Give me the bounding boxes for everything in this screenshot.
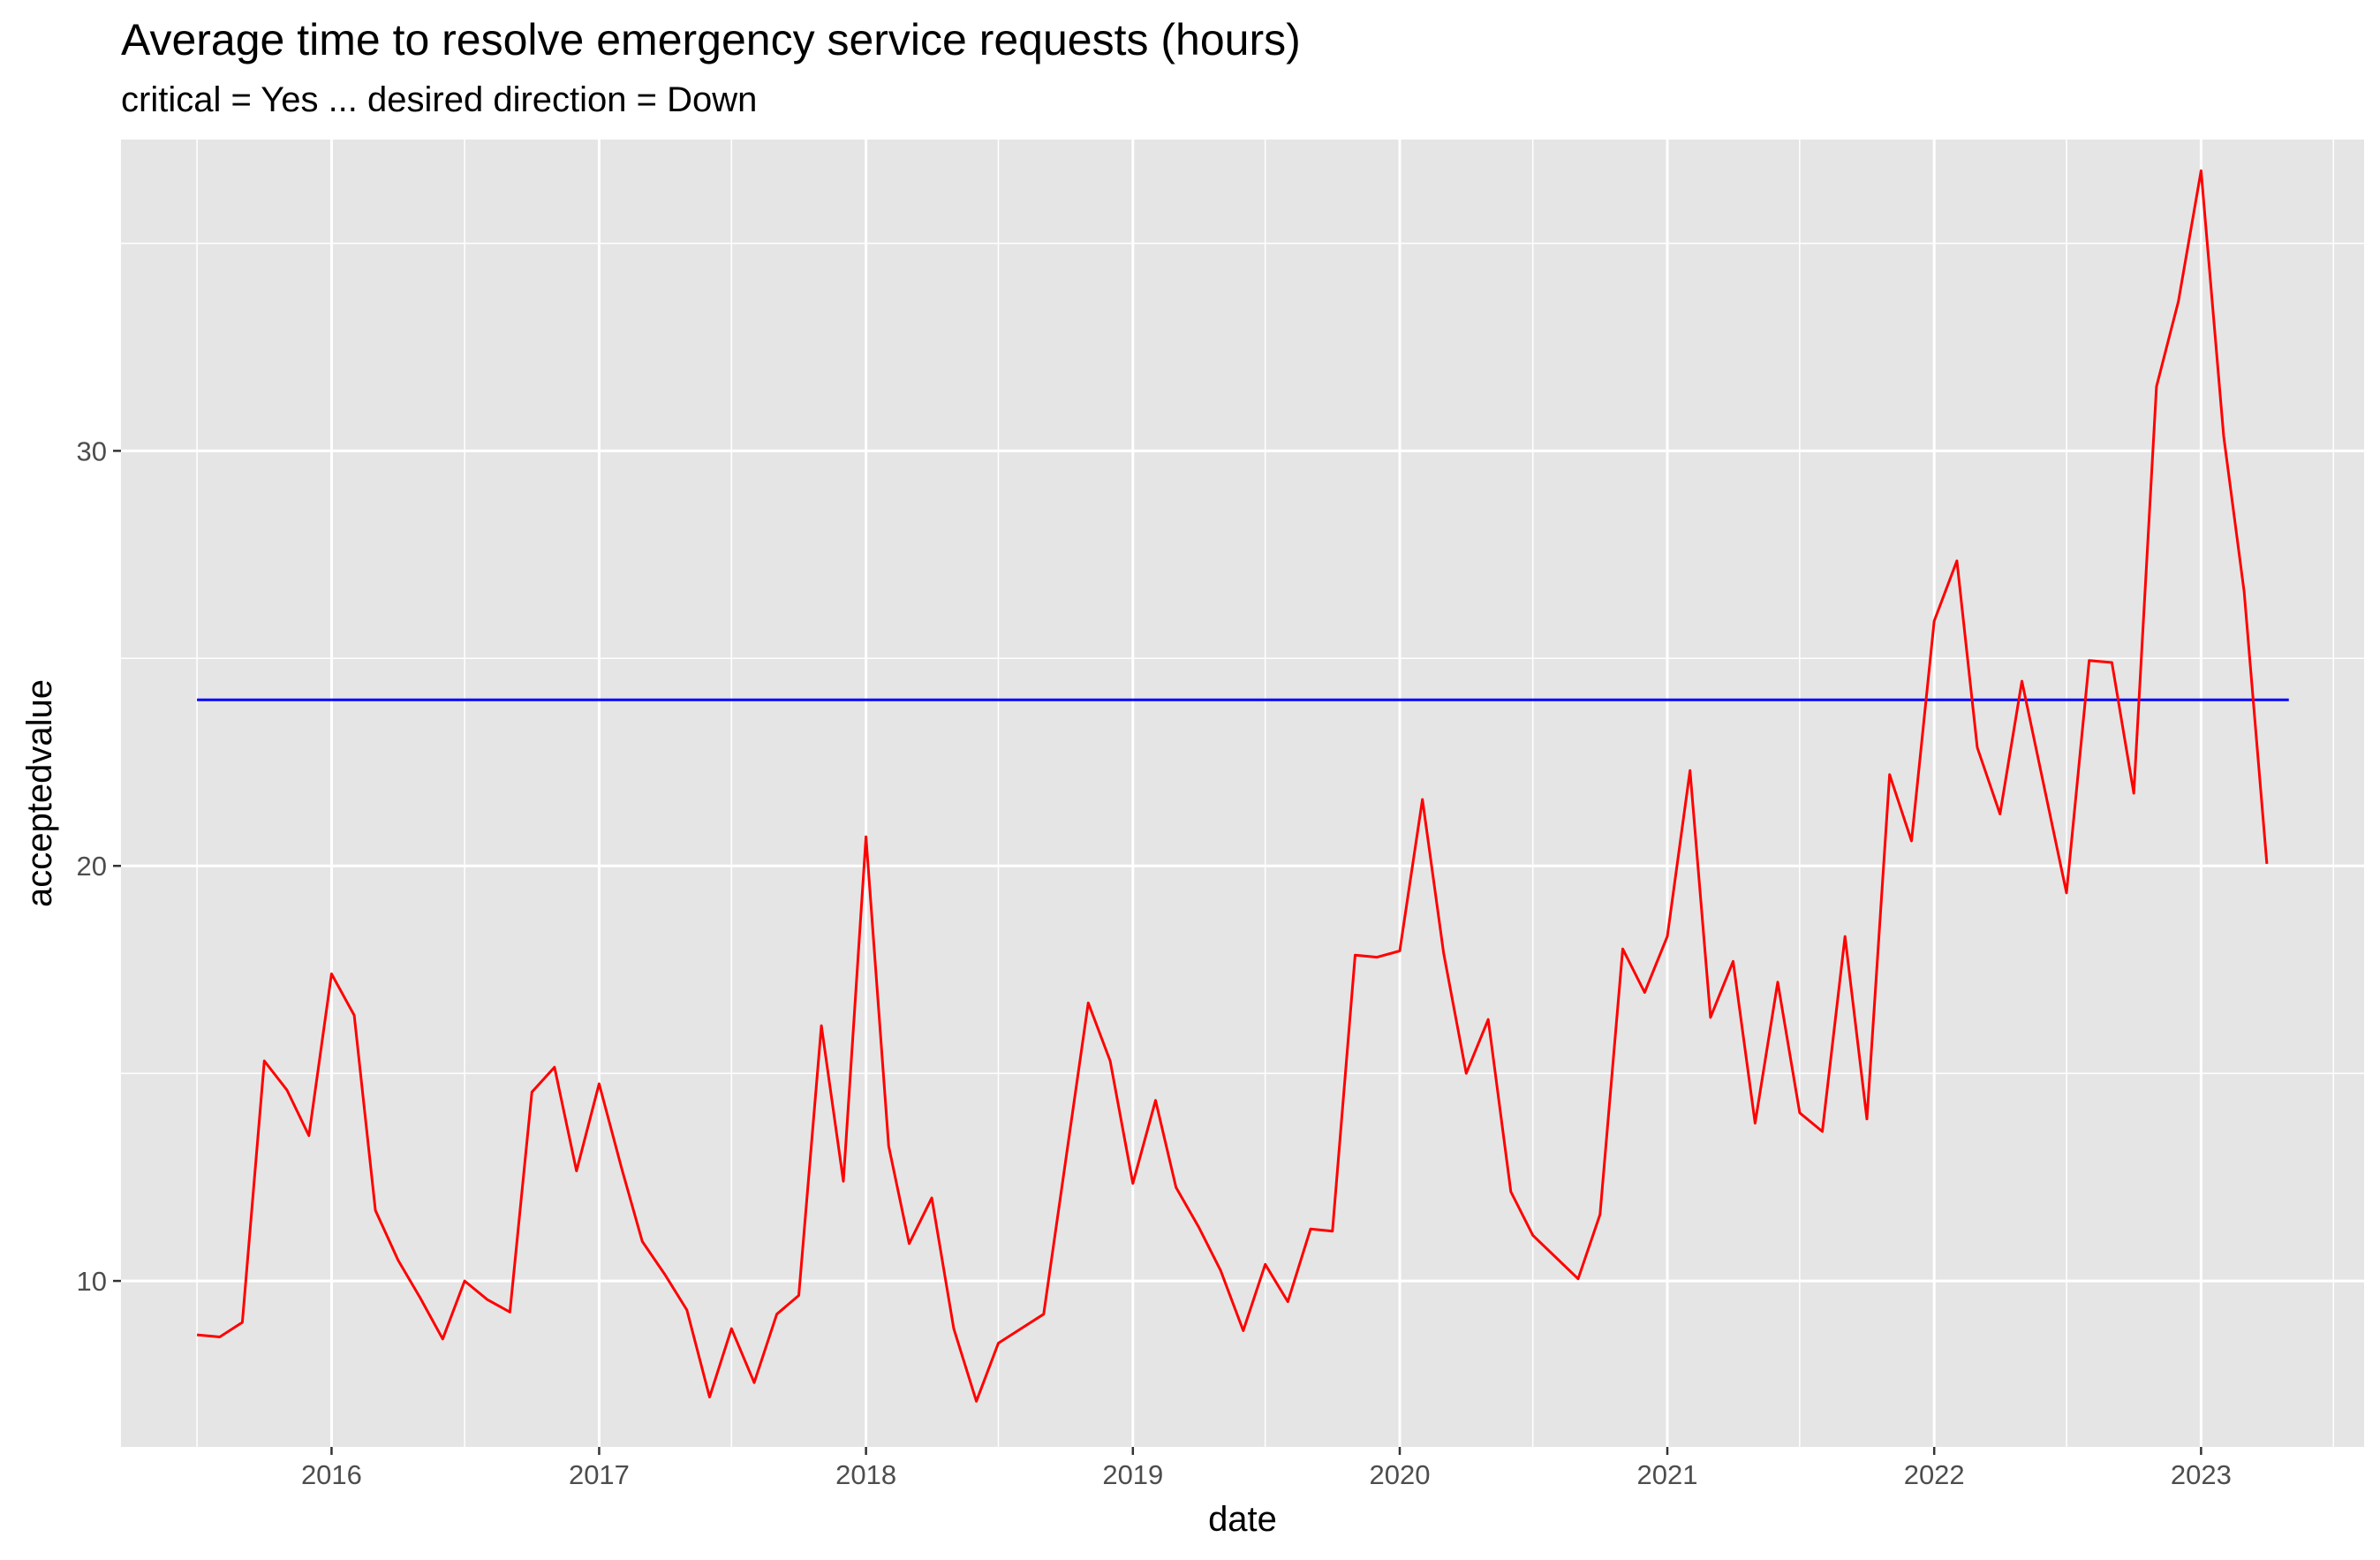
x-tick-label: 2021 (1637, 1459, 1698, 1490)
x-tick-label: 2019 (1102, 1459, 1163, 1490)
minor-gridlines (121, 140, 2364, 1447)
x-tick-label: 2020 (1370, 1459, 1431, 1490)
x-tick-label: 2023 (2171, 1459, 2232, 1490)
y-axis-title: acceptedvalue (20, 679, 59, 907)
x-tick-label: 2017 (569, 1459, 630, 1490)
x-tick-label: 2018 (835, 1459, 896, 1490)
y-axis: 10 20 30 (77, 435, 121, 1297)
chart-title: Average time to resolve emergency servic… (121, 15, 1301, 64)
y-tick-label: 30 (77, 435, 107, 466)
x-tick-label: 2022 (1904, 1459, 1965, 1490)
series-layer (196, 169, 2269, 1403)
chart-subtitle: critical = Yes ... desired direction = D… (121, 80, 757, 119)
plot-panel (121, 140, 2364, 1447)
y-tick-label: 20 (77, 851, 107, 882)
x-axis: 2016 2017 2018 2019 2020 2021 2022 2023 (301, 1447, 2232, 1490)
major-gridlines (121, 140, 2364, 1447)
series-line-0 (196, 169, 2269, 1403)
y-tick-label: 10 (77, 1266, 107, 1297)
x-axis-title: date (1208, 1500, 1277, 1539)
x-tick-label: 2016 (301, 1459, 362, 1490)
